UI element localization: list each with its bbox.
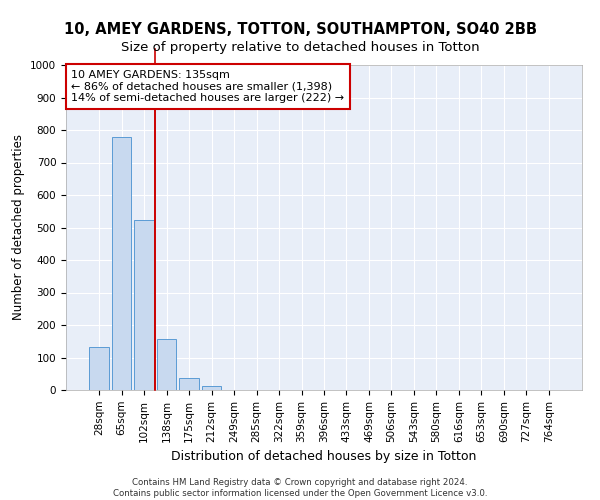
Bar: [134, 220, 154, 390]
Bar: [179, 378, 199, 390]
Text: 10, AMEY GARDENS, TOTTON, SOUTHAMPTON, SO40 2BB: 10, AMEY GARDENS, TOTTON, SOUTHAMPTON, S…: [64, 22, 536, 38]
Text: Contains HM Land Registry data © Crown copyright and database right 2024.
Contai: Contains HM Land Registry data © Crown c…: [113, 478, 487, 498]
X-axis label: Distribution of detached houses by size in Totton: Distribution of detached houses by size …: [172, 450, 476, 463]
Bar: [112, 137, 131, 390]
Text: 10 AMEY GARDENS: 135sqm
← 86% of detached houses are smaller (1,398)
14% of semi: 10 AMEY GARDENS: 135sqm ← 86% of detache…: [71, 70, 344, 103]
Text: Size of property relative to detached houses in Totton: Size of property relative to detached ho…: [121, 41, 479, 54]
Bar: [202, 386, 221, 390]
Bar: [157, 339, 176, 390]
Bar: [89, 347, 109, 390]
Y-axis label: Number of detached properties: Number of detached properties: [11, 134, 25, 320]
